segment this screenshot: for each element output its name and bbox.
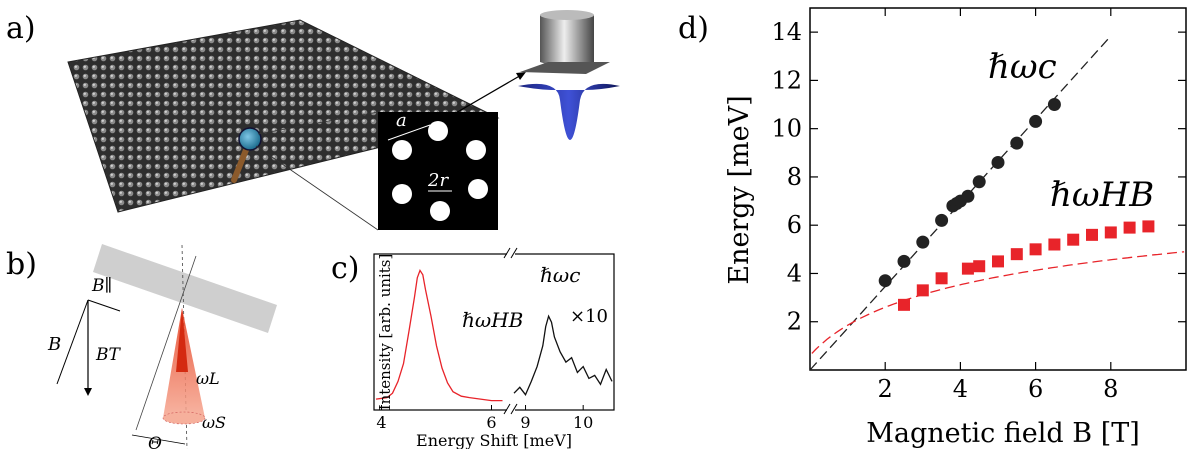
d-point-cyclotron — [972, 175, 986, 189]
diameter-label: 2r — [427, 170, 449, 191]
pillar-base — [520, 62, 610, 74]
pillar-top — [540, 10, 594, 20]
zoom-line-top — [257, 111, 379, 135]
d-y-tick-label: 12 — [771, 66, 802, 94]
panel-b: B∥ B BT ωL ωS Θ — [47, 244, 277, 449]
zoom-line-bottom — [255, 145, 379, 231]
d-x-tick-label: 6 — [1028, 375, 1043, 403]
magnifier-handle — [231, 147, 249, 183]
d-y-tick-label: 2 — [787, 308, 802, 336]
omega-S-label: ωS — [202, 413, 226, 432]
d-point-cyclotron — [878, 274, 892, 288]
d-x-tick-label: 2 — [878, 375, 893, 403]
axis-break-mark — [503, 403, 511, 415]
c-annotation-hwc: ℏωc — [540, 263, 580, 287]
d-y-axis-label: Energy [meV] — [724, 95, 755, 284]
panel-d: 2 4 6 8 2 4 6 8 10 12 14 Magnetic field B [T] Ener… — [724, 7, 1187, 449]
c-x-tick-label: 6 — [486, 413, 496, 432]
panel-a: a 2r — [67, 10, 620, 231]
d-y-tick-label: 6 — [787, 211, 802, 239]
panel-c-frame — [373, 253, 615, 411]
d-point-hybrid — [935, 272, 948, 285]
d-y-tick-label: 14 — [771, 18, 802, 46]
d-point-hybrid — [1086, 228, 1098, 241]
d-annotation-hwHB: ℏωHB — [1050, 175, 1154, 215]
d-x-tick-label: 8 — [1103, 375, 1118, 403]
c-series-line — [375, 268, 503, 402]
panel-d-frame — [809, 7, 1187, 371]
d-x-tick-label: 4 — [953, 375, 968, 403]
axis-break-mark — [503, 247, 511, 259]
B-parallel-arrow — [87, 299, 121, 312]
theta-arc — [131, 434, 186, 445]
c-x-tick-label: 9 — [520, 413, 530, 432]
d-y-tick-label: 4 — [787, 259, 802, 287]
d-point-cyclotron — [1010, 136, 1024, 150]
laser-inner — [176, 308, 188, 372]
lattice-spacing-label: a — [396, 110, 407, 131]
axis-break-gap — [507, 250, 515, 258]
d-point-hybrid — [992, 255, 1004, 268]
panel-label-d: d) — [678, 11, 709, 46]
c-series-line — [513, 314, 613, 396]
c-annotation-hwHB: ℏωHB — [462, 308, 523, 332]
d-point-hybrid — [973, 260, 986, 273]
d-point-hybrid — [1067, 233, 1080, 246]
axis-break-gap — [507, 406, 515, 414]
axis-break-mark — [510, 403, 518, 415]
d-point-hybrid — [1104, 226, 1117, 239]
panel-label-b: b) — [6, 247, 37, 282]
d-point-hybrid — [961, 262, 974, 275]
magnifier-lens-icon — [238, 127, 262, 151]
d-fit-line-hybrid — [811, 251, 1185, 354]
d-point-cyclotron — [916, 235, 930, 249]
d-point-hybrid — [1010, 248, 1023, 261]
pillar-cylinder — [540, 15, 594, 67]
field-axis — [135, 255, 197, 431]
d-point-hybrid — [898, 298, 910, 311]
cone-base — [162, 411, 206, 425]
pointer-arrowhead — [516, 72, 526, 80]
d-annotation-hwc: ℏωc — [988, 47, 1057, 87]
d-point-cyclotron — [1029, 114, 1043, 128]
spacing-arrow — [387, 124, 431, 141]
d-x-axis-label: Magnetic field B [T] — [866, 418, 1140, 449]
d-point-cyclotron — [961, 189, 975, 203]
panel-label-a: a) — [6, 11, 36, 46]
d-y-tick-label: 10 — [771, 115, 802, 143]
omega-L-label: ωL — [196, 369, 220, 388]
d-point-hybrid — [1123, 221, 1136, 234]
c-x-tick-label: 10 — [573, 413, 593, 432]
panel-label-c: c) — [331, 251, 360, 286]
B-parallel-label: B∥ — [91, 276, 112, 296]
B-T-arrowhead — [84, 388, 92, 396]
pointer-arrow — [441, 73, 524, 122]
c-annotation-x10: ×10 — [570, 306, 608, 327]
d-point-hybrid — [1142, 220, 1155, 233]
c-x-tick-label: 4 — [376, 413, 386, 432]
d-y-tick-label: 8 — [787, 163, 802, 191]
B-arrow — [56, 299, 89, 385]
d-point-cyclotron — [991, 155, 1005, 169]
gaussian-potential — [518, 83, 620, 140]
axis-break-mark — [510, 247, 518, 259]
theta-label: Θ — [148, 434, 162, 449]
d-point-hybrid — [1029, 243, 1042, 256]
B-T-label: BT — [95, 345, 121, 365]
nanopillars — [392, 121, 488, 221]
d-point-hybrid — [1048, 238, 1061, 251]
c-y-axis-label: Intensity [arb. units] — [376, 254, 394, 411]
d-point-hybrid — [916, 284, 929, 297]
d-point-cyclotron — [935, 213, 949, 227]
c-x-axis-label: Energy Shift [meV] — [416, 431, 572, 449]
panel-c: 4 6 9 10 Energy Shift [meV] Intensity [arb.… — [373, 247, 615, 449]
d-point-cyclotron — [897, 254, 911, 268]
d-point-cyclotron — [1047, 98, 1061, 112]
B-label: B — [47, 334, 61, 355]
